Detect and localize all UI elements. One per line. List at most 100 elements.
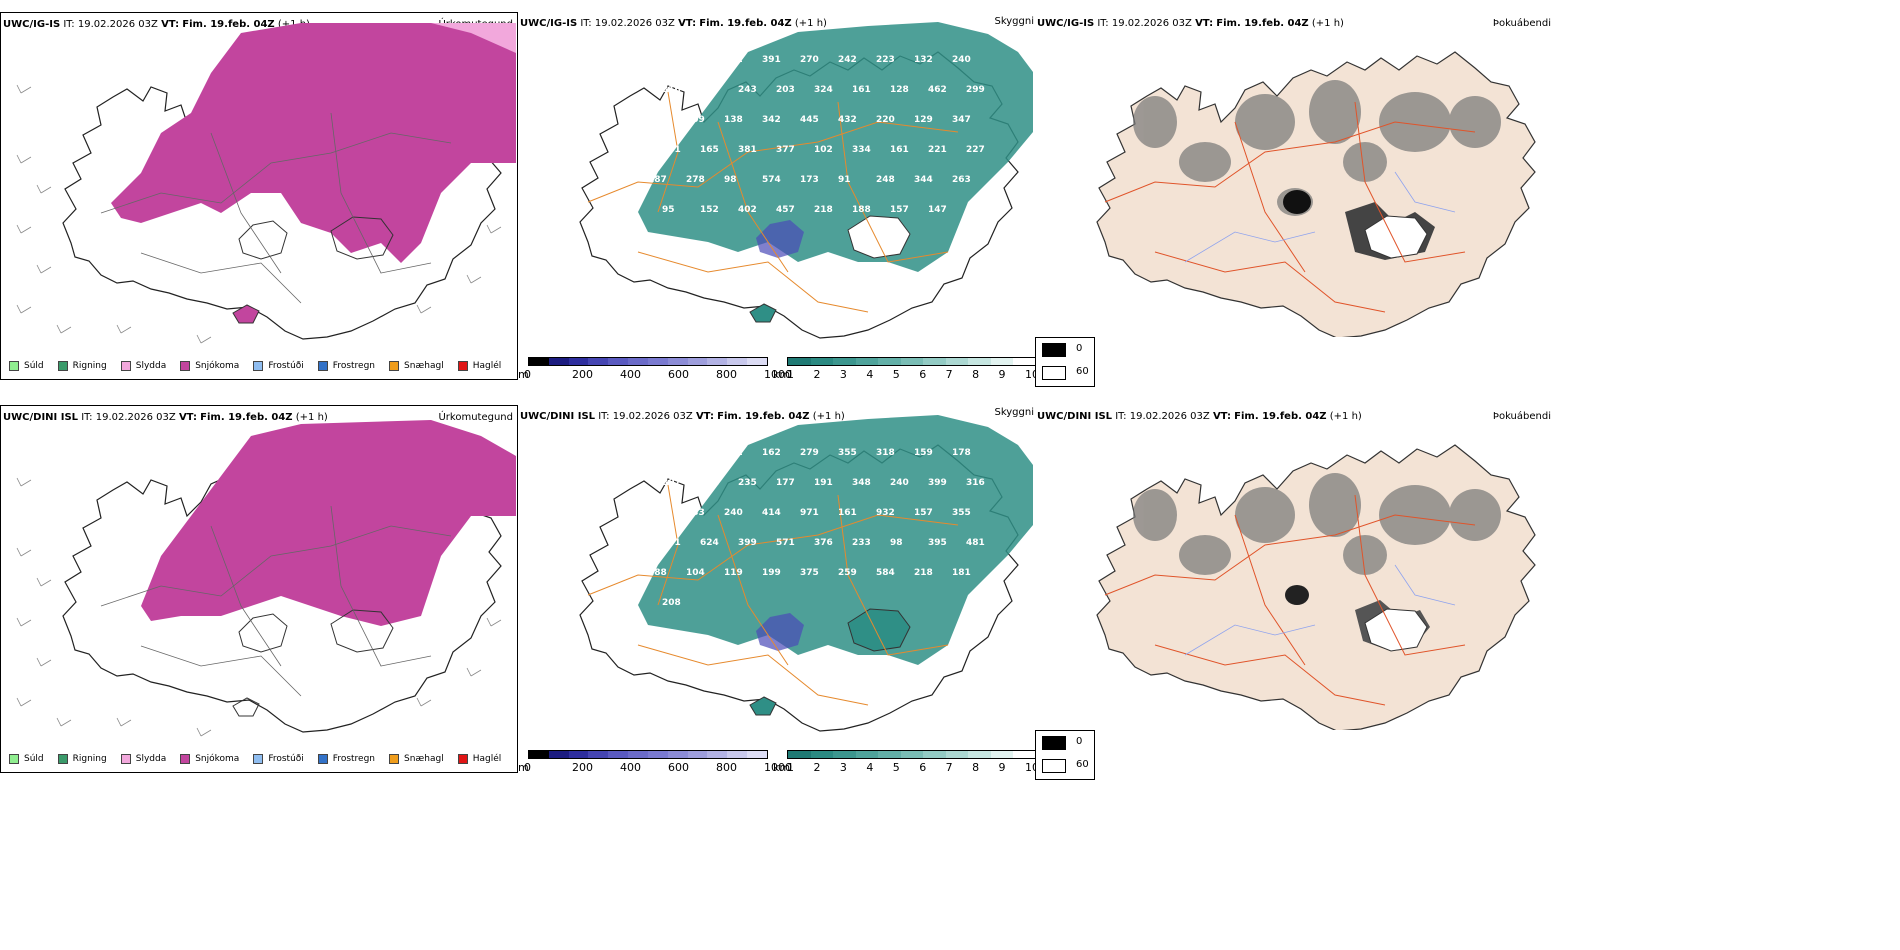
legend-swatch	[9, 361, 19, 371]
legend-item: Haglél	[457, 361, 502, 371]
legend-swatch	[253, 754, 264, 764]
legend-label: Haglél	[472, 361, 502, 371]
colorbar-tick: 1	[787, 761, 794, 773]
fog-indicator-map	[1096, 444, 1536, 730]
colorbar-tick: 8	[972, 761, 980, 773]
cloud-base-label: 109	[686, 115, 705, 125]
colorbar-segment	[727, 358, 748, 365]
colorbar-segment	[628, 358, 648, 365]
cloud-base-label: 278	[686, 175, 705, 185]
cloud-base-label: 104	[686, 568, 705, 578]
visibility-colorbar: km 1 2 3 4 5 6 7 8 9 10	[773, 750, 1038, 773]
visibility-unit: km	[773, 761, 791, 773]
dense-fog-patch	[1285, 585, 1309, 605]
colorbar-segment	[687, 751, 708, 758]
cloud-base-label: 98	[890, 538, 903, 548]
colorbar-tick: 10	[1025, 761, 1038, 773]
cloud-base-label: 218	[914, 568, 933, 578]
legend-label: Frostregn	[332, 361, 376, 371]
cloud-base-label: 181	[952, 568, 971, 578]
cloud-base-label: 240	[724, 508, 743, 518]
cloud-base-label: 161	[852, 85, 871, 95]
precip-panel-top: UWC/IG-IS IT: 19.02.2026 03Z VT: Fim. 19…	[0, 12, 518, 380]
cloud-base-label: 138	[648, 508, 667, 518]
legend-swatch	[457, 361, 468, 371]
cloud-base-label: 971	[800, 508, 819, 518]
cloud-base-label: 288	[648, 568, 667, 578]
colorbar-tick: 1	[787, 368, 794, 380]
cloud-base-label: 432	[838, 115, 857, 125]
visibility-title: Skyggni	[994, 407, 1034, 418]
colorbar-segment	[945, 358, 969, 365]
cloud-base-label: 279	[800, 448, 819, 458]
colorbar-segment	[833, 358, 856, 365]
dense-fog-patch	[1283, 190, 1311, 214]
fog-panel-top: UWC/IG-IS IT: 19.02.2026 03Z VT: Fim. 19…	[1035, 12, 1555, 337]
colorbar-segment	[588, 358, 609, 365]
colorbar-segment	[855, 358, 879, 365]
cloud-panel-top: UWC/IG-IS IT: 19.02.2026 03Z VT: Fim. 19…	[518, 12, 1038, 380]
cloud-base-label: 162	[762, 448, 781, 458]
colorbar-tick: 0	[524, 368, 531, 380]
colorbar-segment	[747, 751, 767, 758]
cloud-base-labels: 543 408 412 391 270 242 223 132 240 316 409 243 203 3…	[648, 55, 985, 215]
panel-title: UWC/IG-IS IT: 19.02.2026 03Z VT: Fim. 19…	[1037, 18, 1344, 29]
cloud-base-label: 334	[852, 145, 871, 155]
cloud-base-label: 152	[700, 205, 719, 215]
cloud-base-label: 259	[838, 568, 857, 578]
fog-panel-bottom: UWC/DINI ISL IT: 19.02.2026 03Z VT: Fim.…	[1035, 405, 1555, 730]
colorbar-segment	[810, 751, 834, 758]
cloud-base-label: 102	[814, 145, 833, 155]
legend-label: Frostúði	[268, 754, 304, 764]
cloud-base-label: 391	[762, 55, 781, 65]
visibility-unit: km	[773, 368, 791, 380]
colorbar-segment	[788, 751, 811, 758]
cloud-base-label: 381	[738, 145, 757, 155]
rivers	[1184, 171, 1456, 263]
roads	[587, 91, 959, 313]
precip-legend: Súld Rigning Slydda Snjókoma Frostúði Frostre…	[1, 353, 517, 379]
cloud-base-label: 188	[852, 205, 871, 215]
fog-patches	[1133, 473, 1501, 575]
legend-item: Slydda	[120, 361, 166, 371]
colorbar-segment	[687, 358, 708, 365]
cloud-base-label: 316	[662, 85, 681, 95]
colorbar-segment	[945, 751, 969, 758]
colorbar-tick: 600	[668, 761, 689, 773]
legend-item: Snjókoma	[180, 361, 239, 371]
legend-item: Snæhagl	[389, 361, 444, 371]
cloud-base-label: 129	[914, 115, 933, 125]
colorbar-tick: 6	[919, 368, 927, 380]
cloud-base-label: 203	[776, 85, 795, 95]
colorbar-segment	[647, 751, 668, 758]
cloud-base-unit: m	[518, 761, 529, 773]
colorbar-segment	[647, 358, 668, 365]
legend-label: Súld	[24, 361, 44, 371]
cloud-base-label: 307	[662, 478, 681, 488]
cloud-base-label: 402	[738, 205, 757, 215]
legend-item: Súld	[9, 754, 44, 764]
legend-swatch	[180, 361, 191, 371]
legend-label: Haglél	[472, 754, 502, 764]
cloud-base-label: 159	[914, 448, 933, 458]
colorbar-segment	[707, 358, 728, 365]
colorbar-tick: 7	[945, 368, 953, 380]
cloud-base-bar	[528, 357, 768, 366]
legend-label: Snjókoma	[195, 754, 240, 764]
cloud-base-label: 173	[800, 175, 819, 185]
legend-item: Rigning	[57, 361, 107, 371]
cloud-visibility-map: 543 408 412 391 270 242 223 132 240 316 409 243 203 3…	[579, 22, 1033, 339]
legend-swatch	[180, 754, 191, 764]
cloud-base-label: 412	[724, 55, 743, 65]
cloud-base-label: 263	[952, 175, 971, 185]
cloud-base-label: 399	[648, 115, 667, 125]
cloud-base-label: 133	[686, 508, 705, 518]
cloud-base-label: 324	[814, 85, 833, 95]
legend-swatch	[57, 754, 68, 764]
cloud-base-label: 208	[662, 598, 681, 608]
colorbar-tick: 1000	[764, 761, 792, 773]
colorbar-segment	[568, 358, 589, 365]
colorbar-tick: 6	[919, 761, 927, 773]
cloud-base-label: 199	[762, 568, 781, 578]
legend-label: Frostúði	[268, 361, 304, 371]
